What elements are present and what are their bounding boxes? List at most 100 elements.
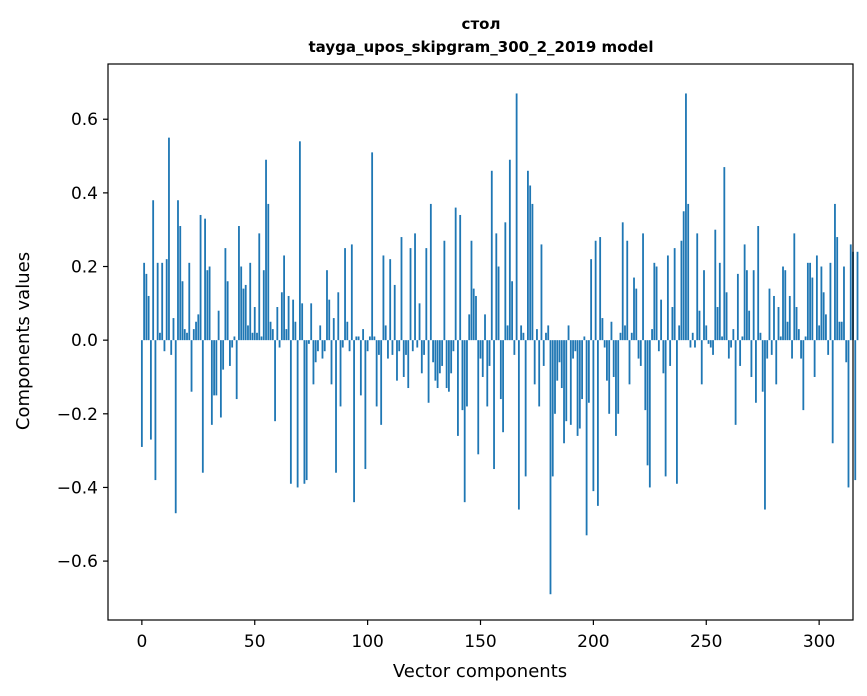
bar-component-231 — [662, 340, 665, 374]
bar-component-230 — [660, 299, 663, 341]
bar-component-163 — [508, 159, 511, 341]
bar-component-287 — [788, 295, 791, 341]
bar-component-116 — [402, 340, 405, 377]
bar-component-223 — [644, 340, 647, 411]
plot-frame — [107, 63, 854, 621]
bar-component-59 — [274, 340, 276, 422]
bar-component-177 — [540, 244, 543, 341]
x-axis-label: Vector components — [393, 661, 567, 682]
bar-component-217 — [630, 332, 633, 341]
bar-component-316 — [854, 340, 857, 481]
bar-component-299 — [815, 255, 818, 341]
bar-component-288 — [791, 340, 793, 359]
bar-component-17 — [179, 226, 182, 341]
bar-component-42 — [235, 340, 238, 400]
bar-component-221 — [639, 340, 642, 366]
bar-component-2 — [145, 273, 148, 341]
bar-component-131 — [436, 340, 439, 389]
bar-component-191 — [572, 340, 574, 359]
bar-component-129 — [432, 340, 434, 363]
bar-component-94 — [353, 340, 355, 503]
bar-component-0 — [140, 340, 143, 447]
bar-component-80 — [321, 340, 324, 359]
bar-component-115 — [400, 237, 403, 341]
bar-component-53 — [260, 336, 263, 341]
bar-component-9 — [161, 262, 164, 341]
bar-component-82 — [326, 270, 328, 341]
bar-component-166 — [515, 93, 518, 341]
bar-component-15 — [174, 340, 177, 514]
bar-component-138 — [452, 340, 455, 352]
bar-component-175 — [536, 329, 538, 341]
bar-component-98 — [362, 329, 365, 341]
bar-component-144 — [466, 340, 468, 407]
bar-component-14 — [172, 318, 175, 341]
bar-component-130 — [434, 340, 437, 381]
bar-component-297 — [811, 277, 814, 341]
bar-component-11 — [165, 259, 168, 341]
bar-component-148 — [475, 295, 477, 341]
bar-component-195 — [581, 340, 583, 400]
bar-component-61 — [278, 340, 281, 348]
bar-component-12 — [168, 137, 170, 341]
bar-component-22 — [190, 340, 193, 392]
bar-component-33 — [215, 340, 218, 396]
bar-component-105 — [378, 340, 380, 355]
bar-component-1 — [143, 262, 146, 341]
bar-component-286 — [786, 321, 789, 341]
bar-component-296 — [809, 262, 812, 341]
bar-component-141 — [459, 214, 462, 341]
bar-component-257 — [721, 336, 723, 341]
bar-component-178 — [542, 340, 545, 366]
bar-component-126 — [425, 248, 428, 341]
bar-component-174 — [533, 340, 536, 385]
bar-component-25 — [197, 314, 200, 341]
bar-component-18 — [181, 281, 184, 341]
bar-component-95 — [355, 336, 358, 341]
bar-component-196 — [583, 336, 586, 341]
bar-component-143 — [463, 340, 466, 503]
bar-component-317 — [856, 251, 859, 341]
bar-component-157 — [495, 233, 498, 341]
bar-component-168 — [520, 325, 523, 341]
bar-component-165 — [513, 340, 516, 355]
bar-component-244 — [691, 332, 694, 341]
bar-component-249 — [703, 270, 705, 341]
bar-component-172 — [529, 185, 532, 341]
bar-component-159 — [499, 340, 502, 400]
bar-component-38 — [226, 281, 229, 341]
bar-component-291 — [797, 329, 800, 341]
bar-component-265 — [739, 340, 742, 366]
bar-component-255 — [716, 307, 719, 341]
bar-component-261 — [730, 340, 732, 348]
bar-component-139 — [454, 207, 457, 341]
bar-component-54 — [262, 270, 265, 341]
bar-component-290 — [795, 307, 798, 341]
bar-component-90 — [344, 248, 346, 341]
bar-component-26 — [199, 214, 202, 341]
bar-component-234 — [669, 340, 672, 366]
bar-component-117 — [405, 340, 407, 355]
bar-component-151 — [481, 340, 484, 377]
chart-title-line-2: tayga_upos_skipgram_300_2_2019 model — [309, 38, 654, 56]
bar-component-146 — [470, 240, 473, 341]
bar-component-242 — [687, 203, 690, 341]
bar-component-49 — [251, 332, 254, 341]
bar-component-215 — [626, 240, 629, 341]
y-tick-label: 0.0 — [71, 331, 98, 351]
bar-component-114 — [398, 340, 401, 352]
bar-component-97 — [359, 340, 362, 396]
bar-component-203 — [599, 237, 602, 341]
bar-component-293 — [802, 340, 805, 411]
bar-component-270 — [750, 340, 753, 377]
bar-component-184 — [556, 340, 559, 381]
bar-component-150 — [479, 340, 482, 359]
bar-component-258 — [723, 167, 726, 341]
bar-component-110 — [389, 259, 392, 341]
bar-component-69 — [296, 340, 299, 488]
bar-component-229 — [657, 340, 660, 352]
bar-component-173 — [531, 203, 534, 341]
bar-component-264 — [736, 273, 739, 341]
bar-component-127 — [427, 340, 430, 403]
bar-component-186 — [560, 340, 563, 389]
